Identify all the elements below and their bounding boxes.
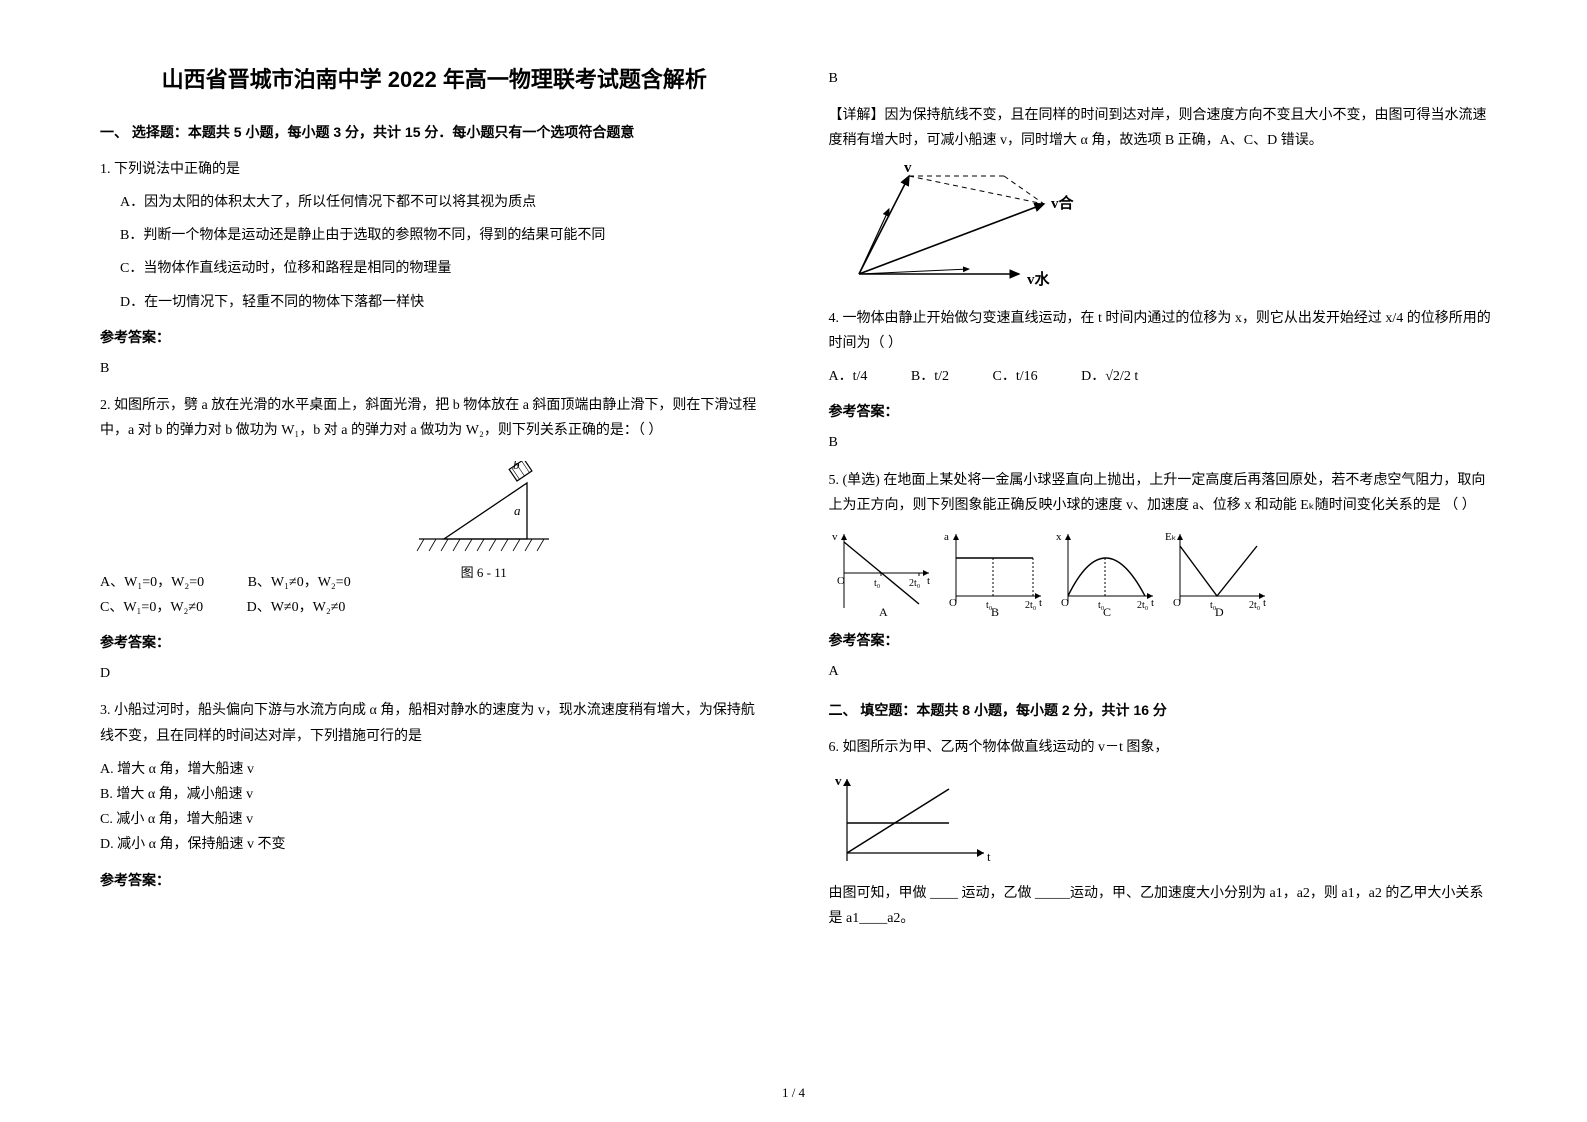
q2-option-b: B、W₁≠0，W₂=0 xyxy=(248,570,351,595)
svg-text:t: t xyxy=(927,575,930,587)
q3-explain: 【详解】因为保持航线不变，且在同样的时间到达对岸，则合速度方向不变且大小不变，由… xyxy=(829,103,1498,153)
svg-text:t: t xyxy=(1151,597,1154,609)
q4-option-a: A．t/4 xyxy=(829,364,868,389)
q4-stem: 4. 一物体由静止开始做匀变速直线运动，在 t 时间内通过的位移为 x，则它从出… xyxy=(829,306,1498,356)
wedge-diagram-icon: a b xyxy=(409,461,559,561)
q2-option-d: D、W≠0，W₂≠0 xyxy=(247,595,346,620)
q2-stem: 2. 如图所示，劈 a 放在光滑的水平桌面上，斜面光滑，把 b 物体放在 a 斜… xyxy=(100,393,769,443)
svg-text:v: v xyxy=(832,531,838,543)
q2-option-c: C、W₁=0，W₂≠0 xyxy=(100,595,203,620)
exam-title: 山西省晋城市泊南中学 2022 年高一物理联考试题含解析 xyxy=(100,60,769,100)
graph-v-t-icon: v t t₀ 2t₀ O A xyxy=(829,528,937,618)
graph-v-t-two-lines-icon: v t xyxy=(829,771,999,871)
q6-stem: 6. 如图所示为甲、乙两个物体做直线运动的 v－t 图象， xyxy=(829,735,1498,760)
section-2-header: 二、 填空题：本题共 8 小题，每小题 2 分，共计 16 分 xyxy=(829,698,1498,723)
svg-text:O: O xyxy=(1173,597,1181,609)
q5-answer-label: 参考答案： xyxy=(829,628,1498,653)
q5-figure-row: v t t₀ 2t₀ O A a t t₀ 2t₀ O xyxy=(829,528,1498,618)
svg-text:Eₖ: Eₖ xyxy=(1165,531,1176,543)
svg-text:t₀: t₀ xyxy=(874,578,881,589)
svg-text:t: t xyxy=(1263,597,1266,609)
svg-text:t: t xyxy=(1039,597,1042,609)
label-vhe: v合 xyxy=(1051,194,1075,212)
svg-text:2t₀: 2t₀ xyxy=(1137,600,1149,611)
svg-text:B: B xyxy=(991,605,999,618)
svg-text:v: v xyxy=(835,773,842,788)
q5-answer: A xyxy=(829,659,1498,684)
q3-option-a: A. 增大 α 角，增大船速 v xyxy=(100,757,769,782)
velocity-vector-diagram-icon: v v合 v水 xyxy=(829,164,1089,294)
graph-x-t-icon: x t t₀ 2t₀ O C xyxy=(1053,528,1161,618)
question-2: 2. 如图所示，劈 a 放在光滑的水平桌面上，斜面光滑，把 b 物体放在 a 斜… xyxy=(100,393,769,686)
svg-text:D: D xyxy=(1215,605,1224,618)
right-column: B 【详解】因为保持航线不变，且在同样的时间到达对岸，则合速度方向不变且大小不变… xyxy=(799,60,1498,1092)
q2-figure: a b 图 6 - 11 xyxy=(409,461,559,584)
q1-option-d: D．在一切情况下，轻重不同的物体下落都一样快 xyxy=(120,290,769,315)
svg-text:O: O xyxy=(949,597,957,609)
q3-answer-label: 参考答案： xyxy=(100,868,769,893)
label-v: v xyxy=(904,164,912,176)
svg-text:A: A xyxy=(879,605,888,618)
label-vshui: v水 xyxy=(1027,270,1051,288)
q1-option-a: A．因为太阳的体积太大了，所以任何情况下都不可以将其视为质点 xyxy=(120,190,769,215)
q1-option-b: B．判断一个物体是运动还是静止由于选取的参照物不同，得到的结果可能不同 xyxy=(120,223,769,248)
q4-answer-label: 参考答案： xyxy=(829,399,1498,424)
svg-text:x: x xyxy=(1056,531,1062,543)
q1-answer-label: 参考答案： xyxy=(100,325,769,350)
svg-text:O: O xyxy=(1061,597,1069,609)
q4-option-d: D．√2/2 t xyxy=(1081,364,1138,389)
question-5: 5. (单选) 在地面上某处将一金属小球竖直向上抛出，上升一定高度后再落回原处，… xyxy=(829,468,1498,685)
svg-text:t: t xyxy=(987,849,991,864)
q1-option-c: C．当物体作直线运动时，位移和路程是相同的物理量 xyxy=(120,256,769,281)
svg-text:2t₀: 2t₀ xyxy=(1025,600,1037,611)
q1-answer: B xyxy=(100,356,769,381)
q2-option-a: A、W₁=0，W₂=0 xyxy=(100,570,204,595)
graph-a-t-icon: a t t₀ 2t₀ O B xyxy=(941,528,1049,618)
q1-stem: 1. 下列说法中正确的是 xyxy=(100,157,769,182)
left-column: 山西省晋城市泊南中学 2022 年高一物理联考试题含解析 一、 选择题：本题共 … xyxy=(100,60,799,1092)
q4-answer: B xyxy=(829,430,1498,455)
q4-option-c: C．t/16 xyxy=(993,364,1038,389)
q2-figure-row: A、W₁=0，W₂=0 B、W₁≠0，W₂=0 xyxy=(100,451,769,594)
graph-ek-t-icon: Eₖ t t₀ 2t₀ O D xyxy=(1165,528,1273,618)
label-b: b xyxy=(513,461,520,472)
svg-text:O: O xyxy=(837,575,845,587)
q2-answer: D xyxy=(100,661,769,686)
svg-text:2t₀: 2t₀ xyxy=(1249,600,1261,611)
question-3: 3. 小船过河时，船头偏向下游与水流方向成 α 角，船相对静水的速度为 v，现水… xyxy=(100,698,769,892)
q3-option-b: B. 增大 α 角，减小船速 v xyxy=(100,782,769,807)
q4-option-b: B．t/2 xyxy=(911,364,949,389)
q3-stem: 3. 小船过河时，船头偏向下游与水流方向成 α 角，船相对静水的速度为 v，现水… xyxy=(100,698,769,748)
q6-tail: 由图可知，甲做 ____ 运动，乙做 _____运动，甲、乙加速度大小分别为 a… xyxy=(829,881,1498,931)
q3-option-c: C. 减小 α 角，增大船速 v xyxy=(100,807,769,832)
label-a: a xyxy=(514,503,521,518)
question-1: 1. 下列说法中正确的是 A．因为太阳的体积太大了，所以任何情况下都不可以将其视… xyxy=(100,157,769,381)
svg-text:2t₀: 2t₀ xyxy=(909,578,921,589)
q6-figure: v t xyxy=(829,771,1498,871)
q3-figure: v v合 v水 xyxy=(829,164,1498,294)
svg-text:a: a xyxy=(944,531,949,543)
q5-stem: 5. (单选) 在地面上某处将一金属小球竖直向上抛出，上升一定高度后再落回原处，… xyxy=(829,468,1498,518)
question-6: 6. 如图所示为甲、乙两个物体做直线运动的 v－t 图象， v t 由图可知，甲… xyxy=(829,735,1498,931)
q2-answer-label: 参考答案： xyxy=(100,630,769,655)
q3-option-d: D. 减小 α 角，保持船速 v 不变 xyxy=(100,832,769,857)
page-number: 1 / 4 xyxy=(0,1081,1587,1104)
q3-answer: B xyxy=(829,66,1498,91)
question-4: 4. 一物体由静止开始做匀变速直线运动，在 t 时间内通过的位移为 x，则它从出… xyxy=(829,306,1498,456)
svg-text:C: C xyxy=(1103,605,1111,618)
q2-figure-caption: 图 6 - 11 xyxy=(409,561,559,584)
section-1-header: 一、 选择题：本题共 5 小题，每小题 3 分，共计 15 分．每小题只有一个选… xyxy=(100,120,769,145)
